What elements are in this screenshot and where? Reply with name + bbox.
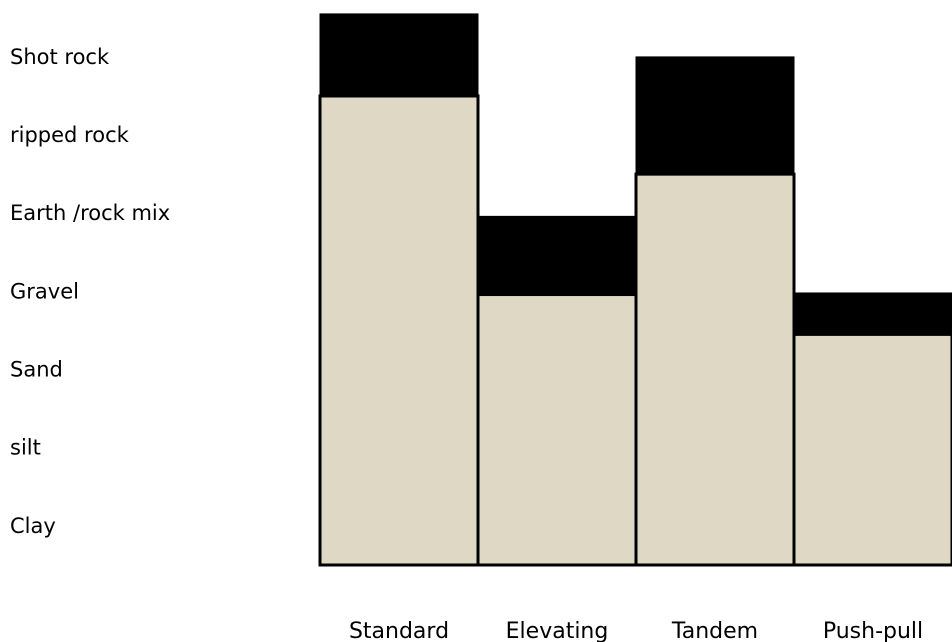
bar-top-standard [319,13,479,97]
x-tick-label-push-pull: Push-pull [823,619,923,642]
x-tick-label-elevating: Elevating [506,619,609,642]
bar-base-standard [318,94,480,567]
y-tick-label-shot-rock: Shot rock [10,45,110,69]
y-tick-label-silt: silt [10,436,41,460]
bar-base-push-pull [792,332,952,567]
y-tick-label-gravel: Gravel [10,279,79,303]
y-tick-labels: Clay silt Sand Gravel Earth /rock mix ripped … [10,45,170,538]
x-tick-label-tandem: Tandem [671,619,758,642]
bar-top-push-pull [793,292,952,335]
y-tick-label-clay: Clay [10,514,56,538]
bar-base-tandem [634,172,796,567]
x-tick-labels: Standard Elevating Tandem Push-pull [349,619,923,642]
bars-group [318,13,952,567]
x-tick-label-standard: Standard [349,619,449,642]
bar-top-tandem [635,56,795,175]
y-tick-label-ripped-rock: ripped rock [10,123,130,147]
y-tick-label-earth-rock-mix: Earth /rock mix [10,201,170,225]
bar-base-elevating [476,293,638,567]
bar-top-elevating [477,215,637,296]
y-tick-label-sand: Sand [10,358,63,382]
